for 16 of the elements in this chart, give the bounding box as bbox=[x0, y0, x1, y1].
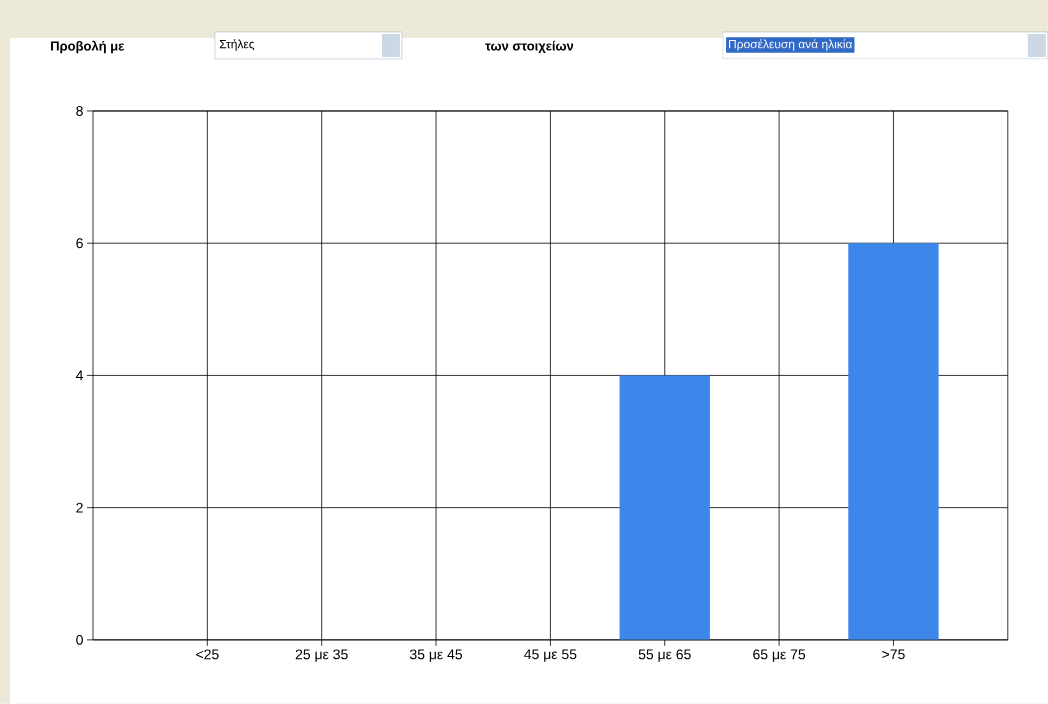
y-tick-label: 2 bbox=[76, 502, 83, 513]
y-tick-label: 8 bbox=[76, 106, 83, 116]
x-tick-label: 65 με 75 bbox=[753, 649, 806, 662]
text: Προβολή με bbox=[51, 40, 125, 54]
y-tick-label: 4 bbox=[75, 370, 84, 381]
text: Στήλες bbox=[219, 39, 255, 51]
x-tick-label: 45 με 55 bbox=[524, 649, 577, 662]
y-tick-label: 6 bbox=[76, 238, 83, 249]
y-tick-label: 0 bbox=[76, 634, 83, 645]
text: των στοιχείων bbox=[485, 40, 574, 54]
x-tick-label: 55 με 65 bbox=[638, 649, 691, 662]
x-tick-label: 35 με 45 bbox=[409, 649, 463, 662]
x-tick-label: >75 bbox=[882, 649, 905, 660]
x-tick-label: 25 με 35 bbox=[295, 649, 348, 662]
x-tick-label: <25 bbox=[196, 649, 219, 660]
text: Προσέλευση ανά ηλικία bbox=[729, 39, 853, 51]
